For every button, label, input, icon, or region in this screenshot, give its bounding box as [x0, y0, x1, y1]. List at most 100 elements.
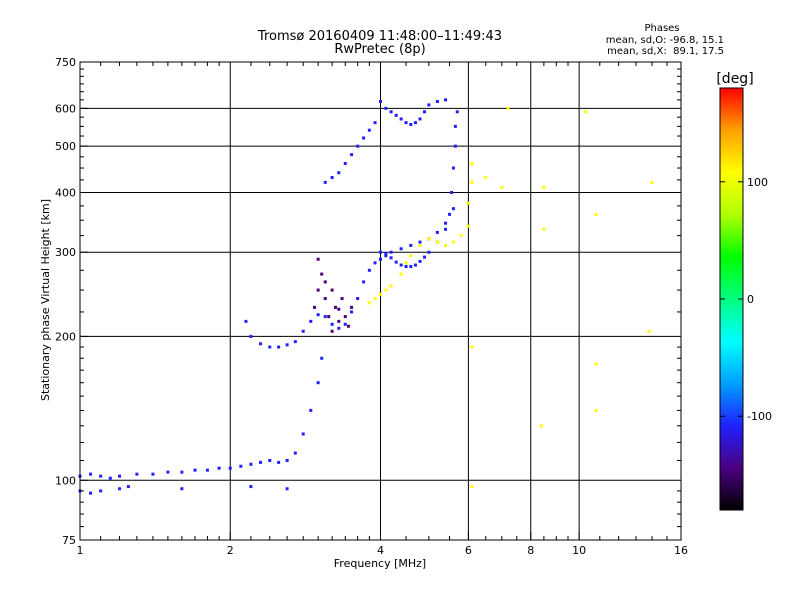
x-tick-label: 16	[674, 544, 688, 557]
data-point	[151, 472, 155, 476]
data-point	[293, 451, 297, 455]
data-point	[404, 261, 408, 265]
data-point	[470, 485, 474, 489]
stats-heading: Phases	[644, 23, 679, 34]
data-point	[584, 110, 588, 114]
data-point	[330, 329, 334, 333]
data-point	[444, 221, 448, 225]
data-point	[444, 227, 448, 231]
data-point	[373, 121, 377, 125]
series-group	[78, 356, 324, 480]
x-tick-label: 2	[227, 544, 234, 557]
data-point	[506, 106, 510, 110]
x-tick-label: 8	[527, 544, 534, 557]
data-point	[217, 466, 221, 470]
data-point	[309, 319, 313, 323]
data-point	[323, 180, 327, 184]
series-group	[312, 257, 354, 333]
data-point	[394, 260, 398, 264]
data-point	[451, 240, 455, 244]
data-point	[327, 315, 331, 319]
data-point	[367, 301, 371, 305]
data-point	[166, 470, 170, 474]
data-point	[285, 458, 289, 462]
data-point	[435, 230, 439, 234]
series-group	[367, 161, 474, 305]
data-point	[373, 261, 377, 265]
data-point	[244, 319, 248, 323]
data-point	[379, 257, 382, 261]
y-tick-label: 100	[55, 474, 76, 487]
data-point	[356, 144, 360, 148]
data-point	[384, 106, 388, 110]
data-point	[228, 466, 232, 470]
data-point	[594, 362, 598, 366]
series-group	[323, 98, 448, 184]
x-tick-label: 10	[572, 544, 586, 557]
data-point	[459, 234, 463, 238]
data-point	[89, 472, 93, 476]
data-point	[470, 180, 474, 184]
data-point	[193, 468, 197, 472]
x-tick-label: 1	[77, 544, 84, 557]
data-point	[394, 113, 398, 117]
colorbar-tick-label: 0	[747, 293, 754, 306]
data-point	[384, 254, 388, 258]
data-point	[135, 472, 139, 476]
data-point	[399, 272, 403, 276]
data-points	[78, 98, 654, 495]
stats-x-line: mean, sd,X: 89.1, 17.5	[607, 46, 724, 57]
data-point	[435, 100, 439, 104]
data-point	[379, 100, 382, 104]
data-point	[379, 250, 382, 254]
data-point	[444, 243, 448, 247]
data-point	[362, 136, 366, 140]
data-point	[333, 305, 337, 309]
data-point	[249, 485, 253, 489]
data-point	[367, 128, 371, 132]
data-point	[413, 121, 417, 125]
data-point	[180, 470, 184, 474]
series-group	[470, 106, 654, 489]
data-point	[409, 265, 413, 269]
data-point	[346, 324, 350, 328]
data-point	[449, 190, 453, 194]
data-point	[323, 280, 327, 284]
data-point	[285, 487, 289, 491]
colorbar-label: [deg]	[716, 71, 753, 87]
axes: 1 2 4 6 8 10 16 75 100 200 300 400 500 600 750	[55, 56, 688, 557]
data-point	[350, 310, 354, 314]
data-point	[389, 256, 393, 260]
data-point	[418, 240, 422, 244]
y-tick-label: 300	[55, 246, 76, 259]
data-point	[249, 334, 253, 338]
data-point	[422, 110, 426, 114]
data-point	[418, 259, 422, 263]
series-group	[379, 110, 459, 269]
data-point	[413, 263, 417, 267]
y-axis-label: Stationary phase Virtual Height [km]	[39, 199, 52, 401]
data-point	[180, 487, 184, 491]
data-point	[320, 356, 324, 360]
data-point	[309, 408, 313, 412]
data-point	[316, 313, 320, 317]
data-point	[399, 247, 403, 251]
data-point	[259, 460, 263, 464]
data-point	[399, 263, 403, 267]
data-point	[448, 212, 452, 216]
data-point	[340, 297, 344, 301]
data-point	[337, 326, 341, 330]
y-tick-label: 750	[55, 56, 76, 69]
chart-subtitle: RwPretec (8p)	[334, 42, 425, 57]
data-point	[301, 329, 305, 333]
y-tick-label: 600	[55, 102, 76, 115]
data-point	[484, 175, 488, 179]
data-point	[268, 458, 272, 462]
data-point	[466, 224, 470, 228]
data-point	[239, 464, 243, 468]
data-point	[404, 265, 408, 269]
data-point	[285, 343, 289, 347]
data-point	[409, 243, 413, 247]
data-point	[259, 342, 263, 346]
